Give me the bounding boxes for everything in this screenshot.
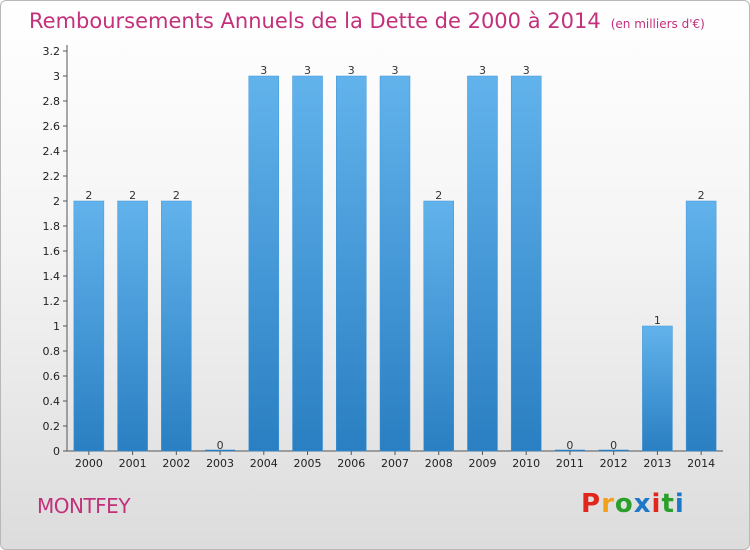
- chart-title: Remboursements Annuels de la Dette de 20…: [29, 9, 705, 33]
- y-tick-label: 1.4: [43, 270, 61, 283]
- logo-letter: o: [614, 489, 634, 519]
- logo-letter: i: [674, 489, 685, 519]
- data-label-2001: 2: [129, 189, 136, 202]
- logo-letter: P: [581, 489, 602, 519]
- bar-2004: [248, 75, 280, 452]
- data-label-2002: 2: [173, 189, 180, 202]
- data-label-2007: 3: [392, 64, 399, 77]
- bar-2000: [73, 200, 105, 452]
- bars: [73, 75, 717, 452]
- chart-unit: (en milliers d'€): [610, 17, 705, 31]
- x-tick-label: 2002: [162, 457, 190, 470]
- bar-2008: [423, 200, 454, 452]
- data-label-2005: 3: [304, 64, 311, 77]
- data-label-2006: 3: [348, 64, 355, 77]
- y-tick-label: 1: [53, 320, 60, 333]
- x-tick-label: 2005: [294, 457, 322, 470]
- y-tick-label: 2.4: [43, 145, 61, 158]
- data-label-2010: 3: [523, 64, 530, 77]
- data-label-2011: 0: [566, 439, 573, 452]
- logo-letter: t: [661, 489, 675, 519]
- y-tick-label: 0.4: [43, 395, 61, 408]
- data-label-2014: 2: [698, 189, 705, 202]
- y-tick-label: 1.6: [43, 245, 61, 258]
- x-tick-label: 2003: [206, 457, 234, 470]
- x-tick-label: 2001: [119, 457, 147, 470]
- x-tick-label: 2013: [643, 457, 671, 470]
- y-tick-label: 0.6: [43, 370, 61, 383]
- y-tick-label: 0.2: [43, 420, 61, 433]
- bar-2007: [379, 75, 411, 452]
- y-tick-label: 2: [53, 195, 60, 208]
- y-tick-label: 0: [53, 445, 60, 458]
- bar-2010: [510, 75, 542, 452]
- bar-2005: [292, 75, 323, 452]
- y-tick-label: 2.8: [43, 95, 61, 108]
- data-label-2004: 3: [260, 64, 267, 77]
- data-labels: 2 2 2 0 3 3 3 3 2 3 3 0 0 1 2: [85, 64, 704, 452]
- proxiti-logo: Proxiti: [581, 489, 685, 519]
- x-tick-label: 2006: [337, 457, 365, 470]
- commune-name: MONTFEY: [37, 494, 131, 518]
- x-tick-label: 2000: [75, 457, 103, 470]
- y-tick-label: 2.6: [43, 120, 61, 133]
- x-tick-label: 2009: [468, 457, 496, 470]
- x-tick-label: 2012: [600, 457, 628, 470]
- y-tick-label: 0.8: [43, 345, 61, 358]
- x-tick-label: 2014: [687, 457, 715, 470]
- data-label-2003: 0: [217, 439, 224, 452]
- bar-2014: [685, 200, 717, 452]
- logo-letter: i: [651, 489, 662, 519]
- x-tick-label: 2011: [556, 457, 584, 470]
- data-label-2008: 2: [435, 189, 442, 202]
- logo-letter: r: [601, 489, 615, 519]
- chart-title-text: Remboursements Annuels de la Dette de 20…: [29, 9, 601, 33]
- bar-2002: [161, 200, 192, 452]
- y-tick-label: 1.2: [43, 295, 61, 308]
- data-label-2013: 1: [654, 314, 661, 327]
- x-tick-label: 2004: [250, 457, 278, 470]
- x-tick-label: 2010: [512, 457, 540, 470]
- data-label-2012: 0: [610, 439, 617, 452]
- data-label-2009: 3: [479, 64, 486, 77]
- bar-2013: [642, 325, 673, 452]
- x-tick-label: 2007: [381, 457, 409, 470]
- y-tick-label: 2.2: [43, 170, 61, 183]
- axes: 0 0.2 0.4 0.6 0.8 1 1.2 1.4 1.6 1.8 2 2.2 2.4 2.6 2.8 3…: [43, 45, 723, 470]
- bar-2006: [336, 75, 367, 452]
- bar-2009: [467, 75, 498, 452]
- y-tick-label: 1.8: [43, 220, 61, 233]
- y-tick-label: 3: [53, 70, 60, 83]
- logo-letter: x: [633, 489, 652, 519]
- bar-2001: [117, 200, 148, 452]
- x-tick-label: 2008: [425, 457, 453, 470]
- data-label-2000: 2: [85, 189, 92, 202]
- y-tick-label: 3.2: [43, 45, 61, 58]
